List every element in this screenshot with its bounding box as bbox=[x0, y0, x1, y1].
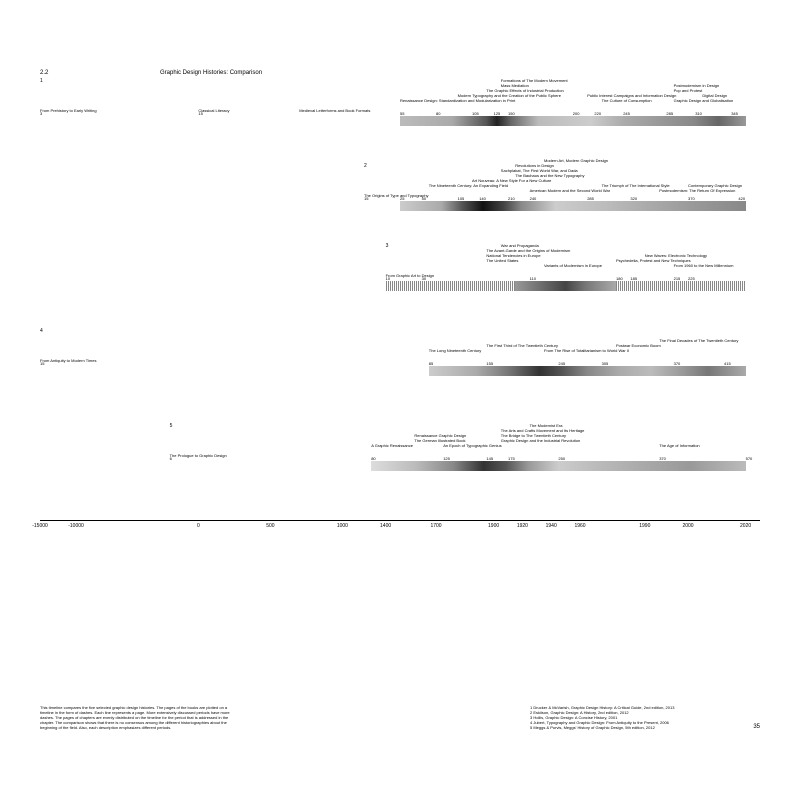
chapter-label: Variants of Modernism in Europe bbox=[544, 263, 602, 268]
axis-tick: 1920 bbox=[517, 523, 528, 529]
chapter-label: Postmodernism: The Return Of Expression bbox=[659, 188, 735, 193]
density-bar bbox=[429, 366, 746, 376]
chapter-label: The Age of Information bbox=[659, 443, 699, 448]
chapter-label: Pop and Protest bbox=[674, 88, 703, 93]
caption: This timeline compares the five selected… bbox=[40, 705, 240, 730]
chapter-label: From 1960 to the New Millennium bbox=[674, 263, 734, 268]
page-number: 35 bbox=[753, 725, 760, 730]
hatch-bar bbox=[386, 281, 516, 291]
dash-bar bbox=[40, 366, 429, 376]
row-number: 1 bbox=[40, 78, 43, 84]
density-bar bbox=[400, 116, 746, 126]
axis-tick: -10000 bbox=[68, 523, 84, 529]
axis-tick: 500 bbox=[266, 523, 274, 529]
tick-label: 570 bbox=[746, 456, 753, 461]
references: 1 Drucker & McVarish, Graphic Design His… bbox=[530, 705, 760, 730]
x-axis: -15000-100000500100014001700190019201940… bbox=[40, 520, 760, 521]
row-number: 5 bbox=[170, 423, 173, 429]
chapter-label: From The Rise of Totalitarianism to Worl… bbox=[544, 348, 629, 353]
chapter-label: The Final Decades of The Twentieth Centu… bbox=[659, 338, 738, 343]
chapter-label: Graphic Design and Globalisation bbox=[674, 98, 734, 103]
reference-line: 5 Meggs & Purvis, Meggs' History of Grap… bbox=[530, 725, 760, 730]
chapter-label: The Nineteenth Century: An Expanding Fie… bbox=[429, 183, 508, 188]
density-bar bbox=[400, 201, 746, 211]
chapter-label: Renaissance Design: Standardization and … bbox=[400, 98, 515, 103]
axis-tick: 0 bbox=[197, 523, 200, 529]
axis-tick: 1940 bbox=[546, 523, 557, 529]
chapter-label: The United States bbox=[486, 258, 518, 263]
section-number: 2.2 bbox=[40, 70, 100, 76]
page: 2.2 Graphic Design Histories: Comparison… bbox=[40, 70, 760, 730]
chapter-label: The Culture of Consumption bbox=[602, 98, 652, 103]
axis-tick: 1700 bbox=[430, 523, 441, 529]
axis-tick: 1000 bbox=[337, 523, 348, 529]
axis-tick: 1960 bbox=[574, 523, 585, 529]
axis-tick: 2020 bbox=[740, 523, 751, 529]
header: 2.2 Graphic Design Histories: Comparison bbox=[40, 70, 760, 76]
page-title: Graphic Design Histories: Comparison bbox=[160, 70, 262, 76]
axis-tick: 1900 bbox=[488, 523, 499, 529]
chapter-label: The Long Nineteenth Century bbox=[429, 348, 481, 353]
axis-tick: 1990 bbox=[639, 523, 650, 529]
chapter-label: An Epoch of Typographic Genius bbox=[443, 443, 501, 448]
dash-bar bbox=[40, 116, 400, 126]
dash-bar bbox=[170, 461, 372, 471]
axis-tick: -15000 bbox=[32, 523, 48, 529]
timeline-area: 1From Prehistory to Early WritingClassic… bbox=[40, 91, 760, 521]
axis-tick: 2000 bbox=[682, 523, 693, 529]
row-number: 3 bbox=[386, 243, 389, 249]
chapter-label: American Modern and the Second World War bbox=[530, 188, 610, 193]
row-number: 4 bbox=[40, 328, 43, 334]
footer: This timeline compares the five selected… bbox=[40, 705, 760, 730]
axis-tick: 1400 bbox=[380, 523, 391, 529]
density-bar bbox=[371, 461, 745, 471]
density-bar bbox=[515, 281, 616, 291]
dash-bar bbox=[364, 201, 400, 211]
hatch-bar bbox=[616, 281, 746, 291]
chapter-label: Graphic Design and the Industrial Revolu… bbox=[501, 438, 580, 443]
row-number: 2 bbox=[364, 163, 367, 169]
chapter-label: A Graphic Renaissance bbox=[371, 443, 413, 448]
